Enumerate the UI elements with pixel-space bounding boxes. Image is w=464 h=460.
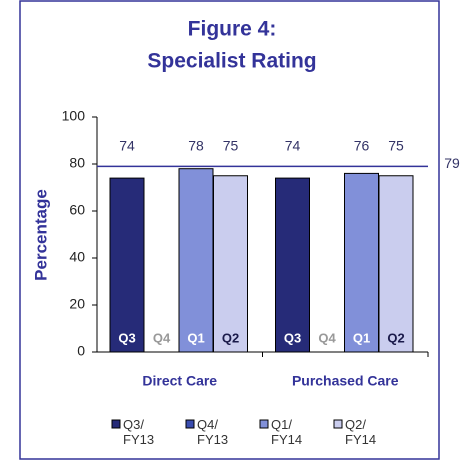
y-tick-label: 0 xyxy=(77,343,85,359)
x-tick-label: Purchased Care xyxy=(292,373,399,389)
bar xyxy=(378,175,414,353)
value-label: 74 xyxy=(285,138,301,154)
reference-label: 79 xyxy=(444,155,460,171)
value-label: 78 xyxy=(188,138,204,154)
chart-subtitle: Specialist Rating xyxy=(147,50,316,73)
y-tick-label: 60 xyxy=(69,202,85,218)
value-label: 75 xyxy=(223,138,239,154)
value-label: 76 xyxy=(354,138,370,154)
y-tick-label: 80 xyxy=(69,155,85,171)
bar xyxy=(213,175,248,353)
legend-swatch xyxy=(185,419,195,429)
y-tick-label: 20 xyxy=(69,296,85,312)
bar xyxy=(109,177,145,353)
bar-label: Q1 xyxy=(353,330,370,345)
bar-label: Q1 xyxy=(187,330,204,345)
bar xyxy=(344,172,379,353)
value-label: 74 xyxy=(119,138,135,154)
bar-label: Q4 xyxy=(318,330,336,345)
legend-swatch xyxy=(111,419,121,429)
legend-label: Q3/ FY13 xyxy=(123,417,155,447)
value-label: 75 xyxy=(388,138,404,154)
bar xyxy=(275,177,310,353)
legend-label: Q4/ FY13 xyxy=(197,417,229,447)
bar-label: Q3 xyxy=(284,330,301,345)
legend-label: Q2/ FY14 xyxy=(345,417,377,447)
y-axis-label: Percentage xyxy=(31,189,50,281)
bar-label: Q2 xyxy=(387,330,404,345)
y-tick-label: 100 xyxy=(62,108,86,124)
bar-label: Q3 xyxy=(118,330,135,345)
chart-title: Figure 4: xyxy=(188,18,277,41)
legend-swatch xyxy=(333,419,343,429)
bar-label: Q2 xyxy=(222,330,239,345)
bar xyxy=(178,168,214,353)
legend-label: Q1/ FY14 xyxy=(271,417,303,447)
legend-swatch xyxy=(259,419,269,429)
bar-label: Q4 xyxy=(153,330,171,345)
y-tick-label: 40 xyxy=(69,249,85,265)
x-tick-label: Direct Care xyxy=(142,373,217,389)
